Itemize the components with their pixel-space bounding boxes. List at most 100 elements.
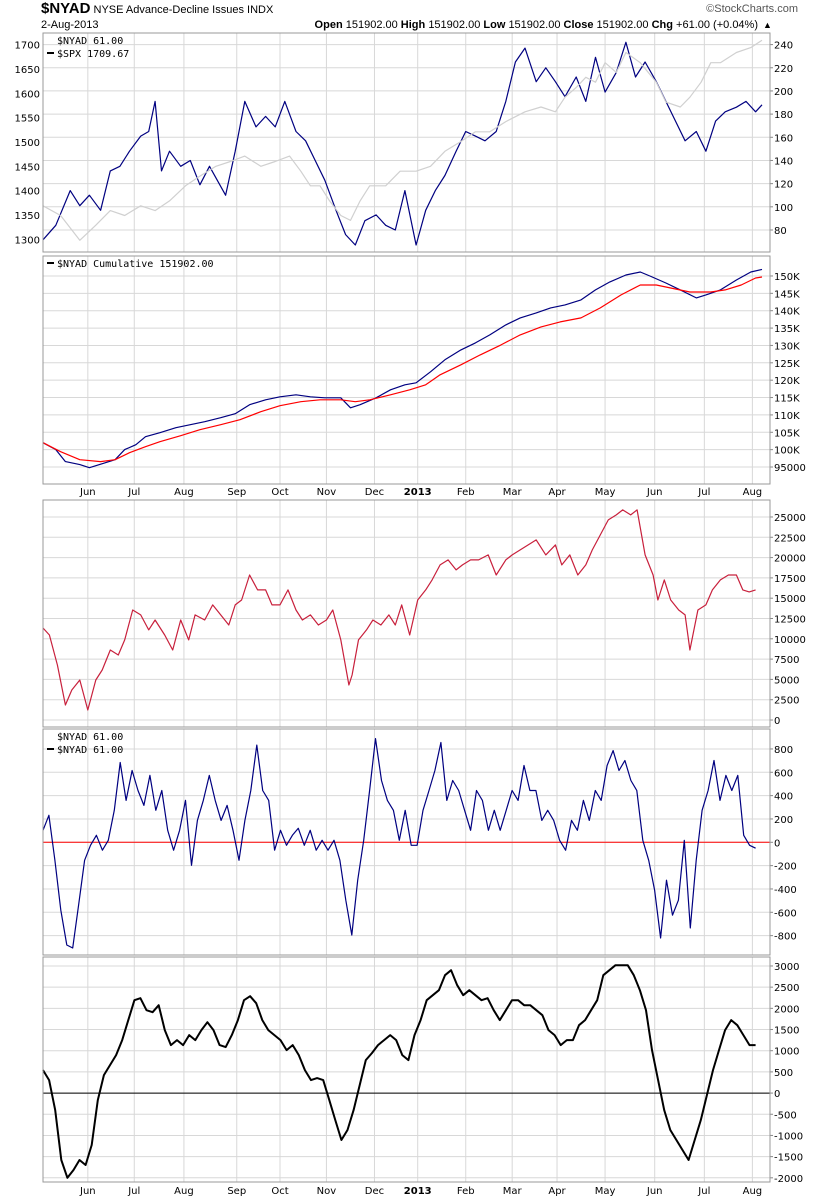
open-value: 151902.00 [345, 19, 398, 31]
legend-label: $NYAD 61.00 [57, 745, 123, 756]
y-tick-label: 140K [774, 307, 800, 318]
high-label: High [400, 19, 426, 31]
up-triangle-icon: ▲ [763, 20, 772, 30]
legend-label: $NYAD 61.00 [57, 732, 123, 743]
panel-frame [42, 32, 771, 253]
chg-value: +61.00 (+0.04%) [676, 19, 758, 31]
x-tick-label: 2013 [404, 487, 432, 498]
left-y-tick-label: 1550 [15, 114, 40, 125]
y-tick-label: -400 [774, 885, 797, 896]
legend-label: $NYAD 61.00 [57, 36, 123, 47]
exchange: INDX [247, 4, 274, 16]
y-tick-label: 145K [774, 289, 800, 300]
y-tick-label: 1000 [774, 1047, 799, 1058]
y-tick-label: 2500 [774, 983, 799, 994]
y-tick-label: 0 [774, 1089, 780, 1100]
panel-1: 80 100 120 140 160 180 200 220 240 1300 1350 1400 14… [15, 32, 793, 253]
open-label: Open [314, 19, 343, 31]
x-tick-label: Jul [697, 487, 710, 498]
x-tick-label: Aug [743, 1186, 763, 1197]
left-y-tick-label: 1700 [15, 41, 40, 52]
x-tick-label: 2013 [404, 1186, 432, 1197]
y-tick-label: 105K [774, 428, 800, 439]
y-tick-label: -600 [774, 908, 797, 919]
y-tick-label: 3000 [774, 962, 799, 973]
x-tick-label: Aug [174, 487, 194, 498]
chg-label: Chg [651, 19, 673, 31]
x-tick-label: May [595, 1186, 616, 1197]
y-tick-label: -1500 [774, 1153, 803, 1164]
y-tick-label: 160 [774, 133, 793, 144]
y-tick-label: 25000 [774, 513, 806, 524]
x-tick-label: Feb [457, 1186, 475, 1197]
x-tick-label: Jul [697, 1186, 710, 1197]
y-tick-label: 80 [774, 226, 787, 237]
y-tick-label: 22500 [774, 533, 806, 544]
y-tick-label: 115K [774, 394, 800, 405]
panel-frame [42, 255, 771, 485]
y-tick-label: 110K [774, 411, 800, 422]
y-tick-label: 7500 [774, 655, 799, 666]
x-tick-label: Jun [646, 487, 663, 498]
x-tick-label: Mar [503, 1186, 523, 1197]
y-tick-label: 200 [774, 815, 793, 826]
y-tick-label: 95000 [774, 463, 806, 474]
panel-frame [42, 728, 771, 956]
y-tick-label: 2000 [774, 1004, 799, 1015]
panel-2: 95000 100K 105K 110K 115K 120K 125K 130K 135K 140… [42, 255, 806, 485]
y-tick-label: 120K [774, 376, 800, 387]
y-tick-label: 600 [774, 768, 793, 779]
y-tick-label: -2000 [774, 1174, 803, 1185]
series-line--nyad [42, 41, 763, 246]
series-line--nyad-cumulative [42, 268, 763, 469]
x-tick-label: Apr [548, 487, 566, 498]
panel-3: 0 2500 5000 7500 10000 12500 15000 17500 20000 22… [42, 499, 806, 728]
y-tick-label: 100 [774, 203, 793, 214]
y-tick-label: 135K [774, 324, 800, 335]
y-tick-label: 180 [774, 110, 793, 121]
panel-5: -2000 -1500 -1000 -500 0 500 1000 1500 2000 2500 3… [42, 956, 803, 1185]
left-y-tick-label: 1450 [15, 162, 40, 173]
close-value: 151902.00 [596, 19, 649, 31]
y-tick-label: 2500 [774, 696, 799, 707]
y-tick-label: 0 [774, 716, 780, 727]
left-y-tick-label: 1350 [15, 211, 40, 222]
x-tick-label: Sep [227, 487, 246, 498]
x-tick-label: Apr [548, 1186, 566, 1197]
y-tick-label: 120 [774, 180, 793, 191]
y-tick-label: 800 [774, 745, 793, 756]
x-tick-label: Mar [503, 487, 523, 498]
y-tick-label: 220 [774, 64, 793, 75]
panel-frame [42, 956, 771, 1183]
legend-label: $NYAD Cumulative 151902.00 [57, 259, 214, 270]
y-tick-label: 500 [774, 1068, 793, 1079]
low-value: 151902.00 [508, 19, 561, 31]
y-tick-label: 20000 [774, 554, 806, 565]
symbol: $NYAD [41, 0, 91, 17]
close-label: Close [563, 19, 594, 31]
y-tick-label: 200 [774, 87, 793, 98]
x-tick-label: Jul [127, 487, 140, 498]
x-tick-label: Jun [79, 487, 96, 498]
y-tick-label: 400 [774, 792, 793, 803]
x-tick-label: Sep [227, 1186, 246, 1197]
y-tick-label: 17500 [774, 574, 806, 585]
y-tick-label: 140 [774, 156, 793, 167]
x-tick-label: Jun [646, 1186, 663, 1197]
series-line-indicator [42, 509, 756, 711]
y-tick-label: -500 [774, 1110, 797, 1121]
y-tick-label: 100K [774, 446, 800, 457]
series-line-oscillator [42, 964, 756, 1179]
left-y-tick-label: 1650 [15, 65, 40, 76]
left-y-tick-label: 1300 [15, 235, 40, 246]
chart-date: 2-Aug-2013 [41, 19, 99, 31]
x-tick-label: May [595, 487, 616, 498]
y-tick-label: -800 [774, 932, 797, 943]
x-tick-label: Jul [127, 1186, 140, 1197]
series-line--spx [42, 39, 763, 241]
y-tick-label: 12500 [774, 614, 806, 625]
x-tick-label: Dec [365, 487, 384, 498]
y-tick-label: 0 [774, 838, 780, 849]
x-tick-label: Oct [271, 487, 288, 498]
